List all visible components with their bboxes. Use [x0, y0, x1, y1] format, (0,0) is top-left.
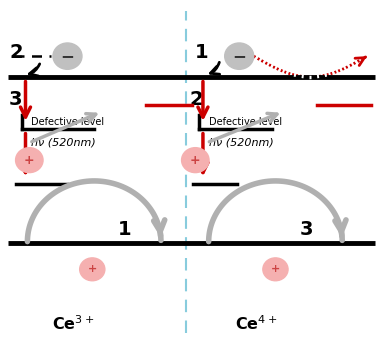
- Text: 1: 1: [195, 43, 208, 62]
- Text: 3: 3: [299, 220, 313, 239]
- Text: 2: 2: [9, 43, 23, 62]
- Text: 3: 3: [9, 90, 23, 109]
- Text: Defective level: Defective level: [31, 117, 104, 127]
- Text: −: −: [61, 47, 74, 65]
- Text: hν (520nm): hν (520nm): [31, 137, 96, 148]
- Text: hν (520nm): hν (520nm): [209, 137, 273, 148]
- Circle shape: [80, 258, 105, 281]
- Text: +: +: [271, 264, 280, 274]
- Text: +: +: [190, 153, 201, 167]
- Circle shape: [53, 43, 82, 69]
- Circle shape: [225, 43, 254, 69]
- Circle shape: [16, 148, 43, 173]
- Text: 2: 2: [190, 90, 203, 109]
- Text: Defective level: Defective level: [209, 117, 282, 127]
- Circle shape: [263, 258, 288, 281]
- Text: 1: 1: [118, 220, 131, 239]
- Text: +: +: [24, 153, 34, 167]
- Circle shape: [182, 148, 209, 173]
- Text: Ce$^{3+}$: Ce$^{3+}$: [52, 315, 94, 333]
- Text: −: −: [232, 47, 246, 65]
- Text: Ce$^{4+}$: Ce$^{4+}$: [235, 315, 277, 333]
- Text: +: +: [88, 264, 97, 274]
